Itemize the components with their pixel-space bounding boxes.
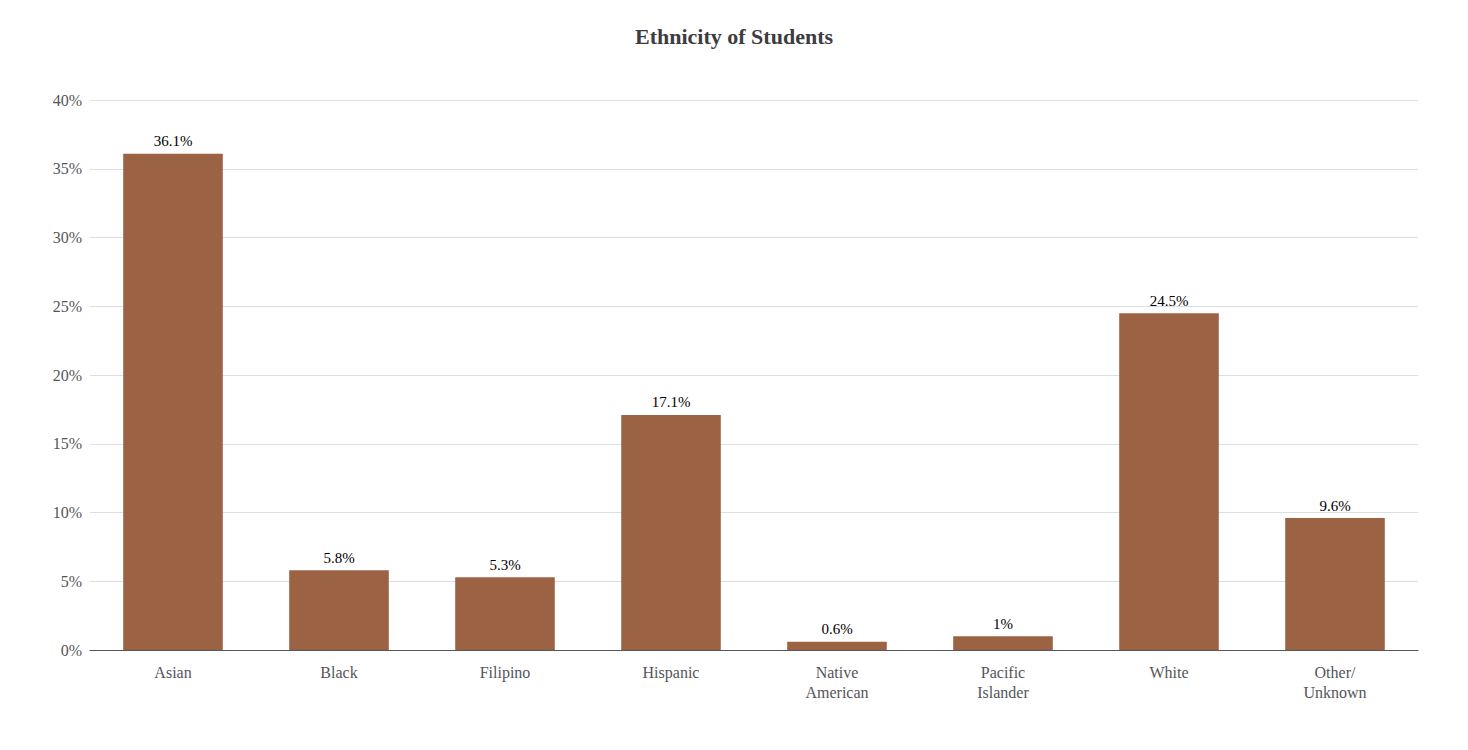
svg-text:White: White xyxy=(1149,664,1188,681)
svg-text:17.1%: 17.1% xyxy=(652,394,691,410)
svg-text:5%: 5% xyxy=(61,573,82,590)
svg-text:25%: 25% xyxy=(53,298,82,315)
svg-text:Asian: Asian xyxy=(154,664,191,681)
svg-text:40%: 40% xyxy=(53,92,82,109)
svg-text:1%: 1% xyxy=(993,616,1013,632)
svg-text:American: American xyxy=(805,684,868,701)
svg-text:Filipino: Filipino xyxy=(480,664,531,682)
svg-text:15%: 15% xyxy=(53,435,82,452)
svg-text:5.8%: 5.8% xyxy=(323,550,354,566)
svg-text:20%: 20% xyxy=(53,367,82,384)
svg-text:Islander: Islander xyxy=(977,684,1029,701)
svg-text:0%: 0% xyxy=(61,642,82,659)
svg-text:5.3%: 5.3% xyxy=(489,557,520,573)
svg-text:36.1%: 36.1% xyxy=(154,133,193,149)
svg-text:10%: 10% xyxy=(53,504,82,521)
svg-text:Other/: Other/ xyxy=(1315,664,1356,681)
svg-text:Hispanic: Hispanic xyxy=(643,664,700,682)
svg-text:35%: 35% xyxy=(53,160,82,177)
svg-text:Unknown: Unknown xyxy=(1303,684,1366,701)
svg-text:30%: 30% xyxy=(53,229,82,246)
svg-text:Ethnicity of Students: Ethnicity of Students xyxy=(635,24,833,49)
svg-text:24.5%: 24.5% xyxy=(1150,293,1189,309)
svg-text:Pacific: Pacific xyxy=(981,664,1025,681)
svg-text:0.6%: 0.6% xyxy=(821,621,852,637)
svg-text:Native: Native xyxy=(816,664,859,681)
svg-text:9.6%: 9.6% xyxy=(1319,498,1350,514)
svg-text:Black: Black xyxy=(320,664,357,681)
